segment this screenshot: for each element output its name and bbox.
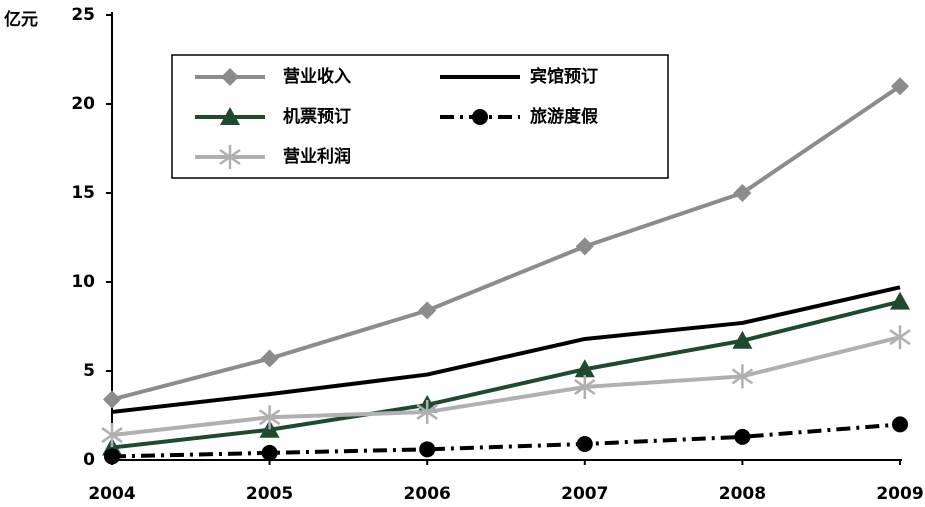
series-line xyxy=(111,299,901,450)
marker xyxy=(734,428,751,445)
marker xyxy=(574,375,596,400)
marker xyxy=(221,68,239,86)
legend-label: 旅游度假 xyxy=(530,106,598,127)
marker xyxy=(261,444,278,461)
x-tick-label: 2005 xyxy=(246,484,293,504)
marker xyxy=(892,416,908,433)
marker-stroke xyxy=(574,378,596,396)
legend-label: 宾馆预订 xyxy=(530,66,598,87)
marker xyxy=(574,359,595,378)
marker xyxy=(575,237,594,256)
x-tick-label: 2009 xyxy=(876,484,923,504)
marker xyxy=(732,330,753,349)
legend-label: 营业利润 xyxy=(283,146,351,167)
series-line xyxy=(111,422,901,459)
series-line xyxy=(111,84,902,402)
x-tick-label: 2007 xyxy=(561,484,608,504)
marker xyxy=(890,291,910,310)
marker xyxy=(416,399,438,424)
y-tick-label: 15 xyxy=(71,183,95,203)
marker xyxy=(889,325,911,350)
marker xyxy=(731,364,754,389)
legend-label: 营业收入 xyxy=(283,66,351,87)
y-tick-label: 5 xyxy=(83,361,95,381)
marker xyxy=(419,441,436,458)
marker xyxy=(103,390,121,409)
y-tick-label: 10 xyxy=(71,272,95,292)
y-tick-label: 20 xyxy=(71,94,95,114)
marker xyxy=(258,405,281,430)
y-tick-label: 0 xyxy=(83,450,95,470)
x-tick-label: 2006 xyxy=(404,484,451,504)
marker-stroke xyxy=(416,403,438,420)
y-tick-label: 25 xyxy=(71,5,95,25)
series-line xyxy=(111,335,901,438)
marker xyxy=(891,77,909,96)
x-tick-label: 2004 xyxy=(88,484,135,504)
marker xyxy=(219,145,241,169)
marker xyxy=(260,349,279,368)
marker xyxy=(472,109,488,125)
marker xyxy=(576,435,593,452)
marker-stroke xyxy=(258,409,281,426)
marker-stroke xyxy=(889,329,911,346)
legend-label: 机票预订 xyxy=(283,106,351,127)
marker xyxy=(418,301,437,320)
marker xyxy=(220,107,240,125)
marker xyxy=(104,448,120,465)
marker-stroke xyxy=(731,368,754,385)
series-line xyxy=(111,285,901,414)
marker-stroke xyxy=(219,148,241,166)
x-tick-label: 2008 xyxy=(719,484,766,504)
y-axis-label: 亿元 xyxy=(4,9,38,30)
marker xyxy=(101,423,123,448)
marker-stroke xyxy=(101,427,123,444)
marker xyxy=(733,184,752,202)
